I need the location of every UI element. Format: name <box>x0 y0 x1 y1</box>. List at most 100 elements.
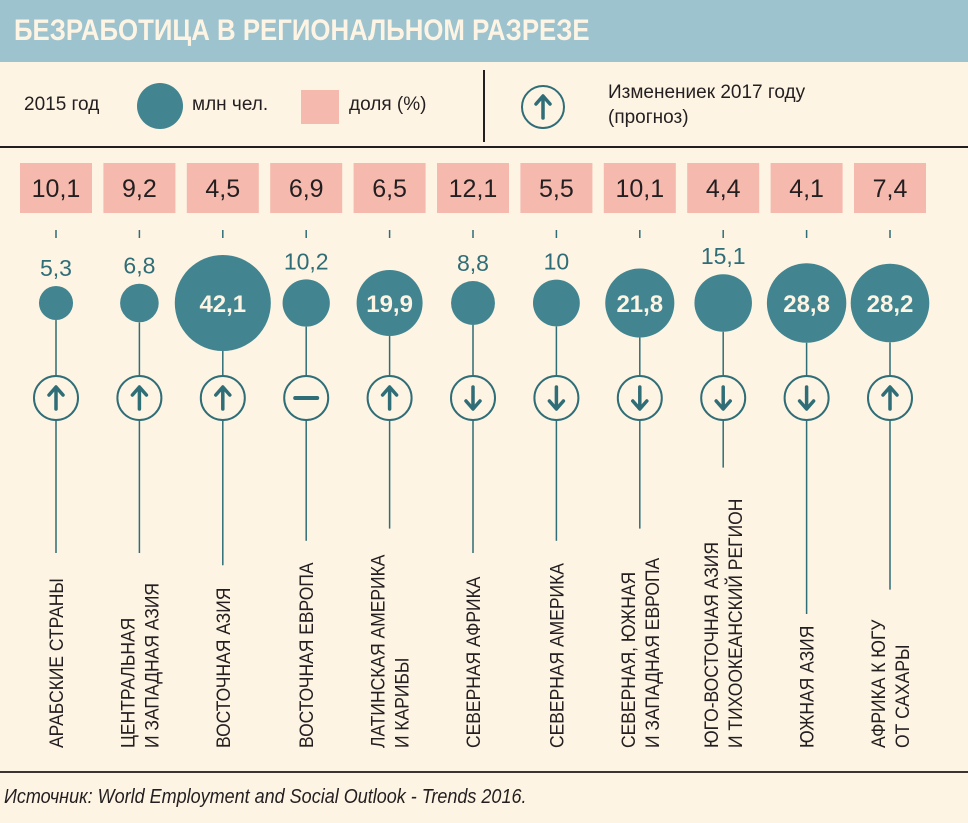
arrow-head <box>631 399 649 411</box>
arrow-up-circle-icon <box>366 375 413 421</box>
unemployed-bubble <box>532 279 580 327</box>
region-column: 5,5 10 СЕВЕРНАЯ АМЕРИКА <box>520 163 593 748</box>
region-label-group: СЕВЕРНАЯ АМЕРИКА <box>546 562 568 748</box>
legend-change-sublabel: (прогноз) <box>608 107 689 128</box>
region-label: СЕВЕРНАЯ, ЮЖНАЯ <box>617 572 639 748</box>
region-label: ОТ САХАРЫ <box>891 645 913 748</box>
region-column: 6,5 19,9 ЛАТИНСКАЯ АМЕРИКА И КАРИБЫ <box>353 163 426 748</box>
arrow-up-circle-icon <box>199 375 246 421</box>
arrow-head <box>214 385 232 397</box>
region-label-group: ЮЖНАЯ АЗИЯ <box>796 626 818 748</box>
legend-square-label: доля (%) <box>349 94 427 115</box>
region-column: 4,1 28,8 ЮЖНАЯ АЗИЯ <box>766 163 847 748</box>
share-value: 4,1 <box>789 175 824 203</box>
unemployed-bubble <box>282 279 330 327</box>
share-box <box>854 163 926 213</box>
share-value: 9,2 <box>122 175 157 203</box>
arrow-head <box>130 385 149 397</box>
region-label: СЕВЕРНАЯ АМЕРИКА <box>546 562 568 748</box>
unemployed-bubble <box>766 263 847 343</box>
share-box <box>770 163 843 213</box>
legend-circle-swatch <box>137 83 183 129</box>
unemployed-bubble <box>174 254 271 352</box>
region-label: ЮЖНАЯ АЗИЯ <box>796 626 818 748</box>
region-label-group: ЛАТИНСКАЯ АМЕРИКА И КАРИБЫ <box>367 554 413 748</box>
region-label-group: АФРИКА К ЮГУ ОТ САХАРЫ <box>867 619 913 748</box>
arrow-head <box>47 385 65 397</box>
region-label: ЛАТИНСКАЯ АМЕРИКА <box>367 554 389 748</box>
share-value: 7,4 <box>873 175 908 203</box>
minus-circle-icon <box>283 375 330 421</box>
arrow-head <box>881 385 899 397</box>
source-note: Источник: World Employment and Social Ou… <box>4 786 527 808</box>
region-column: 4,4 15,1 ЮГО-ВОСТОЧНАЯ АЗИЯ И ТИХООКЕАНСКИЙ… <box>687 163 760 748</box>
region-column: 4,5 42,1 ВОСТОЧНАЯ АЗИЯ <box>174 163 271 748</box>
region-column: 10,1 5,3 АРАБСКИЕ СТРАНЫ <box>20 163 92 748</box>
share-box <box>103 163 176 213</box>
share-box <box>20 163 92 213</box>
unemployed-bubble <box>356 269 423 337</box>
legend-change-label: Изменениек 2017 году <box>608 82 806 103</box>
millions-value: 10,2 <box>284 248 329 274</box>
legend-square-swatch <box>301 90 339 124</box>
share-box <box>603 163 676 213</box>
millions-value: 28,2 <box>867 291 914 318</box>
share-value: 6,9 <box>289 175 324 203</box>
arrow-up-circle-icon <box>867 375 913 421</box>
region-column: 10,1 21,8 СЕВЕРНАЯ, ЮЖНАЯ И ЗАПАДНАЯ ЕВРОПА <box>603 163 676 748</box>
legend-divider <box>483 70 485 142</box>
region-column: 7,4 28,2 АФРИКА К ЮГУ ОТ САХАРЫ <box>850 163 930 748</box>
arrow-head <box>547 399 566 411</box>
region-label: АРАБСКИЕ СТРАНЫ <box>45 578 67 748</box>
millions-value: 21,8 <box>616 291 663 318</box>
share-box <box>186 163 259 213</box>
arrow-up-circle-icon <box>521 85 565 129</box>
millions-value: 42,1 <box>199 291 246 318</box>
region-column: 12,1 8,8 СЕВЕРНАЯ АФРИКА <box>437 163 509 748</box>
region-label-group: СЕВЕРНАЯ, ЮЖНАЯ И ЗАПАДНАЯ ЕВРОПА <box>617 557 663 748</box>
region-column: 9,2 6,8 ЦЕНТРАЛЬНАЯ И ЗАПАДНАЯ АЗИЯ <box>103 163 176 748</box>
share-box <box>687 163 760 213</box>
region-label-group: АРАБСКИЕ СТРАНЫ <box>45 578 67 748</box>
share-box <box>270 163 343 213</box>
region-label-group: ВОСТОЧНАЯ ЕВРОПА <box>296 562 318 748</box>
arrow-down-circle-icon <box>783 375 830 421</box>
millions-value: 6,8 <box>123 253 155 279</box>
region-column: 6,9 10,2 ВОСТОЧНАЯ ЕВРОПА <box>270 163 343 748</box>
region-label-group: ВОСТОЧНАЯ АЗИЯ <box>212 588 234 748</box>
share-value: 4,4 <box>706 175 741 203</box>
region-label: ВОСТОЧНАЯ ЕВРОПА <box>296 562 318 748</box>
share-value: 4,5 <box>205 175 240 203</box>
millions-value: 5,3 <box>40 255 72 281</box>
header-bar: БЕЗРАБОТИЦА В РЕГИОНАЛЬНОМ РАЗРЕЗЕ <box>0 0 968 62</box>
region-label: ЮГО-ВОСТОЧНАЯ АЗИЯ <box>701 542 723 748</box>
legend: 2015 год млн чел. доля (%) Изменениек 20… <box>0 62 968 146</box>
arrow-head <box>380 385 399 397</box>
legend-circle-label: млн чел. <box>192 94 269 115</box>
region-label: И КАРИБЫ <box>391 658 413 748</box>
share-box <box>520 163 593 213</box>
region-label: АФРИКА К ЮГУ <box>867 619 889 748</box>
unemployed-bubble <box>120 283 159 323</box>
region-label: И ЗАПАДНАЯ АЗИЯ <box>141 583 163 748</box>
arrow-head <box>797 399 816 411</box>
arrow-up-circle-icon <box>116 375 163 421</box>
region-label-group: СЕВЕРНАЯ АФРИКА <box>462 576 484 748</box>
arrow-head <box>464 399 482 411</box>
unemployed-bubble <box>38 285 74 321</box>
region-label: ВОСТОЧНАЯ АЗИЯ <box>212 588 234 748</box>
share-box <box>353 163 426 213</box>
page-title: БЕЗРАБОТИЦА В РЕГИОНАЛЬНОМ РАЗРЕЗЕ <box>14 14 590 47</box>
unemployed-bubble <box>605 268 675 338</box>
region-label-group: ЮГО-ВОСТОЧНАЯ АЗИЯ И ТИХООКЕАНСКИЙ РЕГИОН <box>701 499 747 748</box>
arrow-down-circle-icon <box>533 375 580 421</box>
unemployed-bubble <box>694 274 752 332</box>
arrow-head <box>714 399 732 411</box>
region-label: И ЗАПАДНАЯ ЕВРОПА <box>641 557 663 748</box>
millions-value: 15,1 <box>701 243 746 269</box>
share-value: 10,1 <box>32 175 81 203</box>
unemployed-bubble <box>451 281 495 325</box>
region-label: ЦЕНТРАЛЬНАЯ <box>117 618 139 748</box>
arrow-down-circle-icon <box>616 375 663 421</box>
